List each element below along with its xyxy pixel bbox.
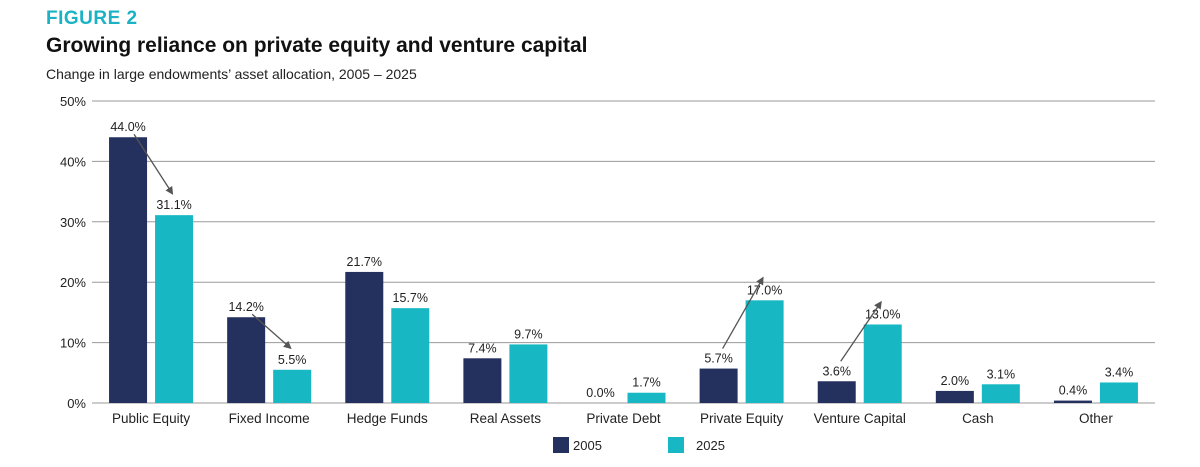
bar-2005: [935, 390, 974, 403]
y-tick-label: 50%: [60, 94, 86, 109]
trend-arrow: [722, 276, 764, 349]
bar-2025: [981, 384, 1020, 403]
legend-item-2025: 2025: [668, 437, 725, 453]
x-tick-label: Hedge Funds: [347, 411, 428, 426]
legend-item-2005: 2005: [553, 437, 602, 453]
bar-2005: [1053, 400, 1092, 403]
bar-2025: [155, 215, 194, 403]
x-tick-label: Fixed Income: [229, 411, 310, 426]
data-label: 3.1%: [987, 367, 1016, 381]
figure-label: FIGURE 2: [46, 8, 138, 29]
bar-2025: [1099, 382, 1138, 403]
data-label: 1.7%: [632, 376, 661, 390]
trend-arrow: [133, 133, 174, 195]
bars-layer: [109, 137, 1138, 404]
bar-2025: [509, 344, 548, 403]
bar-2025: [627, 392, 666, 403]
data-label: 44.0%: [110, 120, 145, 134]
legend-swatch-2025: [668, 437, 684, 453]
data-label: 17.0%: [747, 283, 782, 297]
bar-2005: [227, 317, 266, 403]
legend-label-2025: 2025: [696, 437, 725, 453]
data-label: 2.0%: [941, 374, 970, 388]
y-tick-label: 40%: [60, 154, 86, 169]
bar-2025: [745, 300, 784, 403]
data-label: 3.6%: [822, 364, 851, 378]
bar-2005: [817, 381, 856, 403]
grid-layer: 0% 10% 20% 30% 40% 50%: [60, 94, 1155, 411]
x-tick-label: Private Equity: [700, 411, 784, 426]
x-tick-label: Real Assets: [470, 411, 542, 426]
data-labels-layer: 44.0% 31.1% Public Equity 14.2% 5.5% Fixed In…: [110, 120, 1133, 426]
y-tick-label: 10%: [60, 336, 86, 351]
data-label: 5.7%: [704, 352, 733, 366]
y-tick-label: 0%: [67, 396, 86, 411]
data-label: 0.4%: [1059, 384, 1088, 398]
data-label: 14.2%: [228, 300, 263, 314]
trend-arrow: [251, 313, 292, 350]
data-label: 15.7%: [393, 291, 428, 305]
y-tick-label: 20%: [60, 275, 86, 290]
data-label: 9.7%: [514, 327, 543, 341]
x-tick-label: Cash: [962, 411, 994, 426]
bar-2005: [345, 271, 384, 403]
bar-2005: [109, 137, 148, 404]
legend-swatch-2005: [553, 437, 569, 453]
data-label: 31.1%: [156, 198, 191, 212]
x-tick-label: Private Debt: [586, 411, 661, 426]
x-tick-label: Other: [1079, 411, 1113, 426]
data-label: 3.4%: [1105, 365, 1134, 379]
bar-2025: [863, 324, 902, 403]
data-label: 5.5%: [278, 353, 307, 367]
trend-arrow: [840, 300, 882, 362]
x-tick-label: Public Equity: [112, 411, 190, 426]
arrows-layer: [133, 133, 882, 362]
bar-2005: [699, 368, 738, 403]
x-tick-label: Venture Capital: [814, 411, 906, 426]
legend: 2005 2025: [0, 437, 1200, 457]
data-label: 21.7%: [347, 255, 382, 269]
data-label: 7.4%: [468, 341, 497, 355]
bar-2005: [463, 358, 502, 403]
chart-title: Growing reliance on private equity and v…: [46, 34, 588, 57]
y-tick-label: 30%: [60, 215, 86, 230]
data-label: 0.0%: [586, 386, 615, 400]
data-label: 13.0%: [865, 307, 900, 321]
legend-label-2005: 2005: [573, 437, 602, 453]
bar-2025: [391, 308, 430, 403]
chart-subtitle: Change in large endowments’ asset alloca…: [46, 66, 417, 82]
bar-2025: [273, 369, 312, 403]
